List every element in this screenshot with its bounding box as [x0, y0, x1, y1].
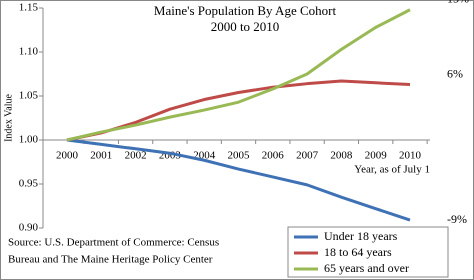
- x-tick-label: 2010: [399, 150, 422, 162]
- y-tick-label: 0.90: [19, 222, 39, 234]
- legend-label: 18 to 64 years: [324, 245, 392, 259]
- end-label: 15%: [447, 0, 469, 6]
- y-tick-label: 1.15: [19, 2, 39, 14]
- x-tick-label: 2001: [90, 150, 112, 162]
- y-tick-label: 1.00: [19, 134, 39, 146]
- series-line: [66, 8, 411, 142]
- y-tick-label: 0.95: [19, 178, 39, 190]
- source: Bureau and The Maine Heritage Policy Cen…: [8, 254, 213, 266]
- source: Source: U.S. Department of Commerce: Cen…: [8, 237, 219, 249]
- x-tick-label: 2007: [296, 150, 319, 162]
- y-axis-label: Index Value: [3, 94, 14, 142]
- x-tick-label: 2006: [262, 150, 285, 162]
- end-label: -9%: [447, 212, 467, 226]
- x-tick-label: 2002: [125, 150, 147, 162]
- y-tick-label: 1.10: [19, 46, 39, 58]
- y-tick-label: 1.05: [19, 90, 39, 102]
- end-label: 6%: [447, 66, 463, 80]
- legend-label: Under 18 years: [324, 229, 398, 243]
- x-tick-label: 2000: [56, 150, 79, 162]
- x-tick-label: 2005: [228, 150, 251, 162]
- x-tick-label: 2009: [365, 150, 388, 162]
- x-tick-label: 2008: [330, 150, 353, 162]
- chart-title: Maine's Population By Age Cohort: [154, 3, 337, 18]
- x-axis-label: Year, as of July 1: [354, 164, 430, 176]
- legend-label: 65 years and over: [324, 261, 409, 275]
- series-line: [66, 138, 411, 222]
- chart-subtitle: 2000 to 2010: [211, 19, 280, 34]
